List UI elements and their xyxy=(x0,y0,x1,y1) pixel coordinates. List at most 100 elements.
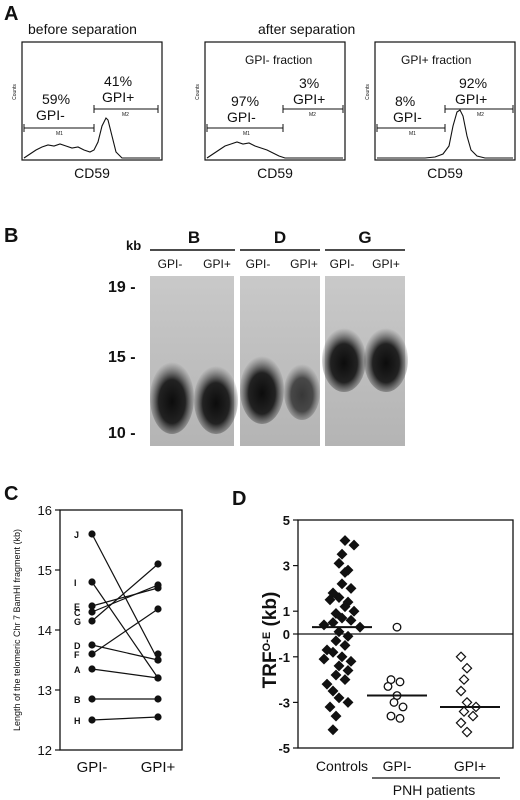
panel-c-point xyxy=(88,530,96,538)
blot-group-label: D xyxy=(274,228,286,247)
panel-c-y-tick-label: 12 xyxy=(38,743,52,758)
panel-d-point xyxy=(395,677,405,687)
panel-d-y-tick-label: -3 xyxy=(278,695,290,710)
panel-d-point xyxy=(461,696,473,708)
panel-d-point xyxy=(348,605,360,617)
histogram-gpi-minus-fraction: Counts GPI- fraction 97% GPI- 3% GPI+ M1… xyxy=(195,41,346,181)
size-marker-10: 10 - xyxy=(108,425,136,442)
panel-c-series-label: C xyxy=(74,608,81,618)
panel-c-series-line xyxy=(91,716,159,721)
histogram-left-label: GPI- xyxy=(393,109,422,125)
before-separation-title: before separation xyxy=(28,21,137,37)
panel-d-point xyxy=(455,651,467,663)
panel-c-series-label: E xyxy=(74,602,80,612)
histogram-trace xyxy=(377,109,513,159)
panel-a-letter: A xyxy=(4,3,18,25)
panel-c-point xyxy=(154,674,162,682)
panel-d-point xyxy=(389,697,399,707)
panel-d-point xyxy=(467,710,479,722)
panel-d-y-axis-label-unit: (kb) xyxy=(260,592,281,632)
panel-d-y-ticks: 5 3 1 0 -1 -3 -5 xyxy=(278,513,298,756)
blot-lane-label: GPI+ xyxy=(372,257,400,271)
panel-c-series-label: I xyxy=(74,578,77,588)
panel-d-point xyxy=(339,566,351,578)
histogram-left-percent: 59% xyxy=(42,91,70,107)
kb-label: kb xyxy=(126,238,141,253)
panel-b-letter: B xyxy=(4,225,18,247)
panel-c-series-line xyxy=(91,587,159,607)
size-marker-15: 15 - xyxy=(108,349,136,366)
size-marker-19: 19 - xyxy=(108,279,136,296)
panel-c-point xyxy=(88,665,96,673)
histogram-gpi-plus-fraction: Counts GPI+ fraction 8% GPI- 92% GPI+ M1… xyxy=(365,41,516,181)
histogram-y-axis-label: Counts xyxy=(195,84,201,100)
blot-lane-label: GPI+ xyxy=(290,257,318,271)
panel-d-point xyxy=(458,706,470,717)
panel-c-series-label: J xyxy=(74,530,79,540)
panel-d-point xyxy=(333,592,345,603)
panel-d-point xyxy=(339,535,351,546)
panel-d-point xyxy=(455,685,467,697)
panel-d-x-tick-gpi-minus: GPI- xyxy=(383,758,412,774)
panel-d-point xyxy=(336,578,348,590)
histogram-frame xyxy=(374,41,516,161)
panel-d-x-tick-gpi-plus: GPI+ xyxy=(454,758,486,774)
panel-c-series-label: A xyxy=(74,665,81,675)
panel-d-x-tick-controls: Controls xyxy=(316,758,368,774)
panel-d-point xyxy=(330,635,342,647)
panel-d-point xyxy=(330,669,342,681)
panel-d-point xyxy=(386,711,396,721)
panel-c-y-ticks: 12 13 14 15 16 xyxy=(38,503,60,758)
histogram-subtitle: GPI- fraction xyxy=(245,53,312,67)
panel-d-point xyxy=(348,539,360,551)
panel-c-plot-frame xyxy=(59,509,183,751)
histogram-right-label: GPI+ xyxy=(455,91,487,107)
blot-lane-label: GPI- xyxy=(330,257,355,271)
blot-lane-label: GPI- xyxy=(158,257,183,271)
panel-d-point xyxy=(398,702,408,712)
panel-d-point xyxy=(342,630,354,642)
panel-c-letter: C xyxy=(4,483,18,505)
panel-d-letter: D xyxy=(232,488,246,510)
panel-c-y-tick-label: 14 xyxy=(38,623,52,638)
panel-d-y-axis-label-main: TRF xyxy=(260,651,281,688)
panel-c-series-label: F xyxy=(74,650,80,660)
panel-d-point xyxy=(333,557,345,569)
gate-m1-bracket xyxy=(23,124,95,132)
panel-c-series-label: B xyxy=(74,695,81,705)
blot-lane-label: GPI- xyxy=(246,257,271,271)
panel-d-point xyxy=(345,582,357,594)
panel-d-point xyxy=(345,655,357,667)
panel-d-point xyxy=(330,608,342,619)
panel-d-point xyxy=(327,685,339,697)
panel-d-point xyxy=(336,548,348,560)
histogram-y-axis-label: Counts xyxy=(12,84,18,100)
panel-c-x-tick-gpi-minus: GPI- xyxy=(77,759,108,776)
panel-d-y-tick-label: -1 xyxy=(278,650,290,665)
panel-c-x-tick-gpi-plus: GPI+ xyxy=(141,759,176,776)
panel-d-point xyxy=(392,622,402,632)
panel-c-point xyxy=(88,578,96,586)
blot-band xyxy=(364,328,408,392)
panel-d-point xyxy=(342,665,354,676)
panel-d-point xyxy=(345,614,357,626)
histogram-left-label: GPI- xyxy=(227,109,256,125)
panel-d-point xyxy=(339,674,351,686)
panel-c: C Length of the telomeric Chr 7 BamHI fr… xyxy=(4,483,183,776)
panel-c-series-line xyxy=(91,668,159,679)
panel-c-series-line xyxy=(91,644,159,661)
panel-d-point xyxy=(339,601,351,613)
panel-d-point xyxy=(455,717,467,729)
panel-c-point xyxy=(88,608,96,616)
gate-m2-bracket xyxy=(444,105,514,113)
panel-c-point xyxy=(88,602,96,610)
panel-d-y-tick-label: 0 xyxy=(283,627,290,642)
histogram-x-axis-label: CD59 xyxy=(74,165,110,181)
gate-m1-label: M1 xyxy=(409,131,416,137)
panel-d-point xyxy=(395,713,405,723)
panel-c-point xyxy=(154,713,162,721)
histogram-trace xyxy=(206,141,343,159)
histogram-right-label: GPI+ xyxy=(293,91,325,107)
blot-group-d: D GPI- GPI+ xyxy=(240,228,320,446)
panel-c-point xyxy=(154,650,162,658)
